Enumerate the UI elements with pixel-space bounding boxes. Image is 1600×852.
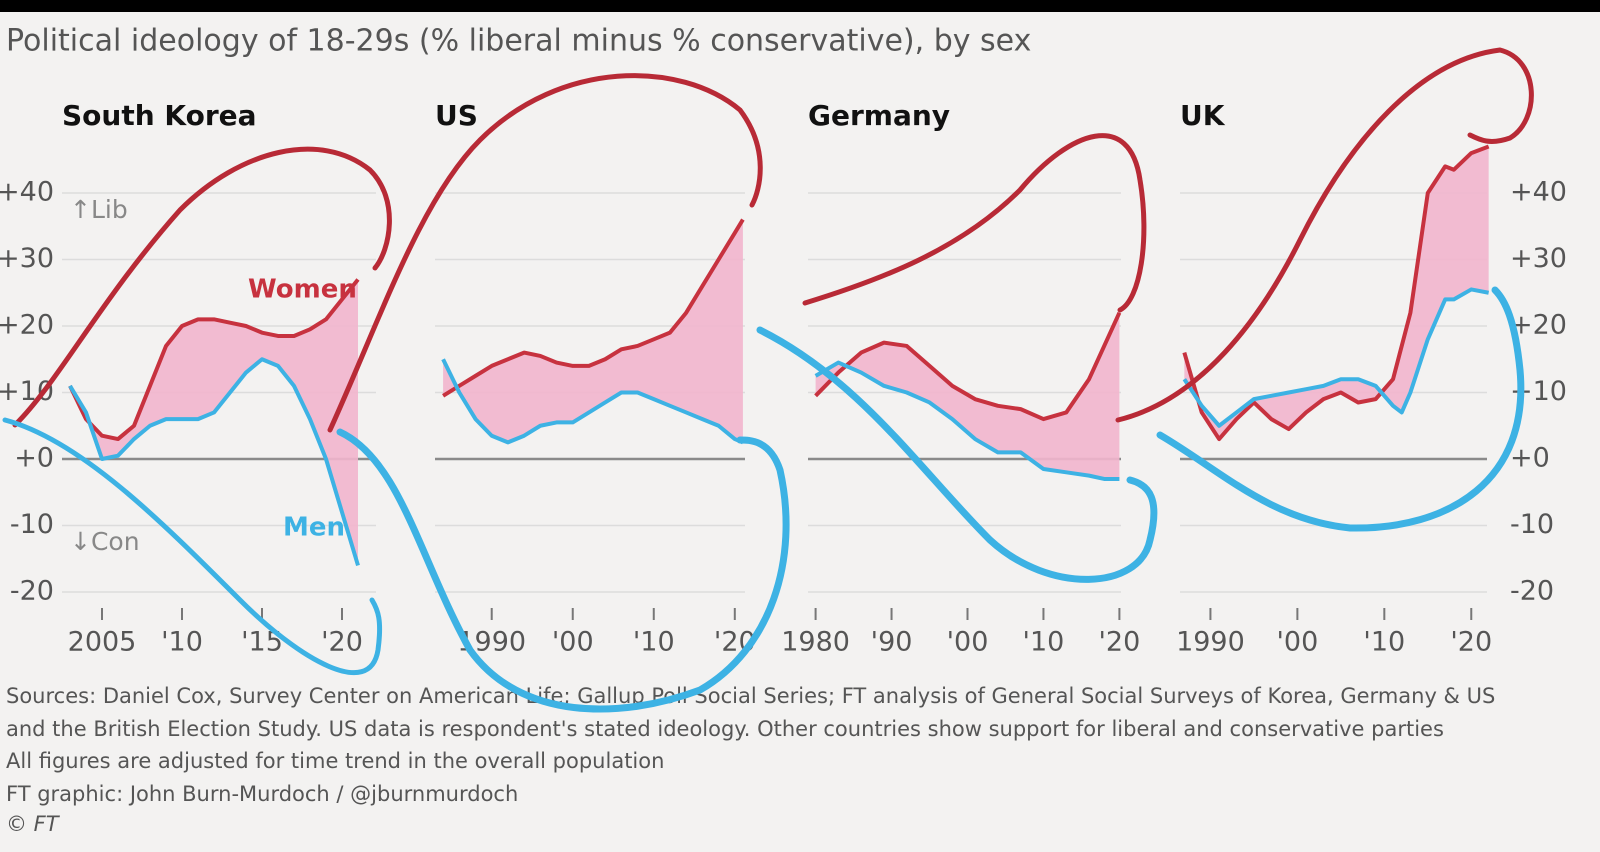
y-tick-label: +40 (0, 177, 54, 208)
plots: South Korea+40+30+20+10+0-10-202005'10'1… (0, 99, 1567, 658)
series-line (68, 278, 360, 442)
x-tick-label: '10 (1363, 627, 1405, 658)
hand-drawn-annotation (2, 417, 383, 676)
page-title: Political ideology of 18-29s (% liberal … (6, 24, 1031, 59)
note: All figures are adjusted for time trend … (6, 749, 664, 773)
note: and the British Election Study. US data … (6, 717, 1444, 741)
y-tick-label: -20 (1510, 576, 1554, 607)
hand-drawn-annotation (802, 133, 1147, 313)
x-tick-label: 1980 (781, 627, 850, 658)
hand-drawn-annotation (1115, 47, 1534, 423)
annotation: ↓Con (70, 527, 140, 556)
series-line (814, 311, 1122, 422)
x-tick-label: '00 (552, 627, 594, 658)
series-line (814, 360, 1120, 481)
y-tick-label: +30 (1510, 243, 1567, 274)
y-tick-label: +20 (0, 310, 54, 341)
x-tick-label: '20 (1450, 627, 1492, 658)
series-line (442, 218, 745, 398)
series-line (68, 357, 360, 566)
x-tick-label: 2005 (68, 627, 137, 658)
hand-drawn-annotation (12, 146, 392, 428)
hand-drawn-annotation (756, 326, 1158, 583)
x-tick-label: '10 (161, 627, 203, 658)
x-tick-label: '10 (633, 627, 675, 658)
x-tick-label: '10 (1023, 627, 1065, 658)
x-tick-label: '00 (947, 627, 989, 658)
hand-drawn-annotation (1156, 286, 1525, 532)
x-tick-label: '90 (871, 627, 913, 658)
y-tick-label: -10 (1510, 509, 1554, 540)
note: FT graphic: John Burn-Murdoch / @jburnmu… (6, 782, 518, 806)
y-tick-label: -20 (10, 576, 54, 607)
panel-title: UK (1180, 99, 1226, 132)
gap-fill (70, 279, 358, 566)
x-tick-label: '00 (1276, 627, 1318, 658)
y-tick-label: +30 (0, 243, 54, 274)
note: © FT (6, 812, 61, 836)
hand-drawn-annotations (2, 47, 1534, 713)
y-tick-label: +40 (1510, 177, 1567, 208)
annotation: ↑Lib (70, 195, 128, 224)
x-tick-label: 1990 (1176, 627, 1245, 658)
panel-title: South Korea (62, 99, 257, 132)
y-tick-label: -10 (10, 509, 54, 540)
gap-fill (443, 219, 743, 443)
x-tick-label: '20 (1099, 627, 1141, 658)
panel-title: Germany (808, 99, 950, 132)
y-tick-label: +0 (1510, 443, 1550, 474)
series-line (1182, 287, 1490, 428)
x-tick-label: '20 (321, 627, 363, 658)
gap-fill (1184, 146, 1489, 440)
hand-drawn-annotation (327, 73, 763, 433)
y-tick-label: +0 (14, 443, 54, 474)
series-line (1182, 144, 1490, 442)
hand-drawn-annotation (336, 428, 790, 713)
note: Sources: Daniel Cox, Survey Center on Am… (6, 684, 1495, 708)
legend-label: Women (248, 275, 357, 305)
panel-title: US (435, 99, 478, 132)
y-tick-label: +20 (1510, 310, 1567, 341)
legend-label: Men (283, 513, 345, 543)
top-bar (0, 0, 1600, 12)
series-line (441, 358, 744, 445)
